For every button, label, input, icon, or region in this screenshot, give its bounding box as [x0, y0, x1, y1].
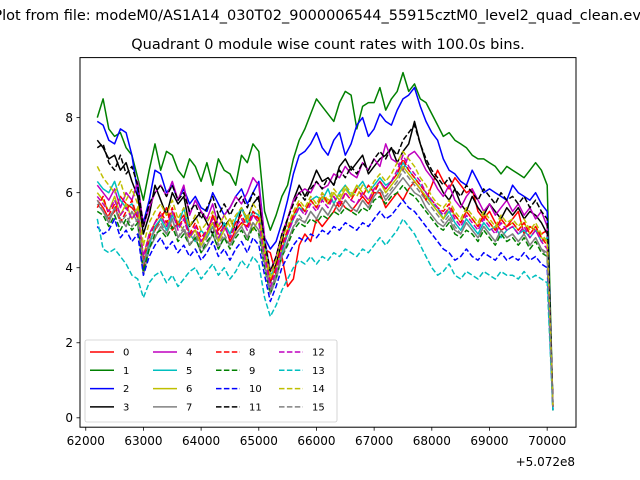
legend-label-13: 13	[312, 366, 325, 377]
y-tick-label: 0	[65, 411, 73, 425]
legend-label-15: 15	[312, 402, 325, 413]
x-tick-label: 66000	[297, 434, 335, 448]
x-tick-label: 68000	[413, 434, 451, 448]
series-line-11	[96, 124, 554, 403]
x-tick-label: 65000	[240, 434, 278, 448]
series-line-15	[96, 169, 554, 407]
legend-label-6: 6	[186, 384, 192, 395]
figure-suptitle: Plot from file: modeM0/AS1A14_030T02_900…	[0, 8, 640, 24]
legend-label-14: 14	[312, 384, 325, 395]
series-line-1	[96, 71, 554, 407]
series-line-12	[96, 154, 554, 407]
y-tick-label: 2	[65, 336, 73, 350]
series-line-3	[96, 120, 554, 403]
legend-label-1: 1	[123, 366, 129, 377]
x-tick-label: 70000	[528, 434, 566, 448]
legend-label-5: 5	[186, 366, 192, 377]
y-axis: 0 2 4 6 8	[65, 111, 80, 425]
x-tick-label: 63000	[124, 434, 162, 448]
y-tick-label: 4	[65, 261, 73, 275]
legend-label-3: 3	[123, 402, 129, 413]
x-tick-label: 62000	[67, 434, 105, 448]
legend-label-2: 2	[123, 384, 129, 395]
series-line-5	[96, 161, 554, 411]
axes-frame	[79, 57, 577, 428]
x-tick-label: 67000	[355, 434, 393, 448]
series-line-9	[96, 184, 554, 411]
legend-label-9: 9	[249, 366, 255, 377]
legend-label-7: 7	[186, 402, 192, 413]
legend-label-0: 0	[123, 348, 129, 359]
chart-title: Quadrant 0 module wise count rates with …	[131, 37, 525, 53]
legend-label-8: 8	[249, 348, 255, 359]
x-tick-label: 64000	[182, 434, 220, 448]
y-tick-label: 6	[65, 186, 73, 200]
series-line-0	[96, 169, 554, 407]
y-tick-label: 8	[65, 111, 73, 125]
x-axis: 62000 63000 64000 65000 66000 67000 68000 69000…	[67, 427, 566, 448]
legend-label-12: 12	[312, 348, 325, 359]
legend-label-4: 4	[186, 348, 192, 359]
x-tick-label: 69000	[470, 434, 508, 448]
series-line-8	[96, 158, 554, 407]
legend-box	[84, 339, 338, 423]
legend-label-10: 10	[249, 384, 262, 395]
plot-lines	[96, 71, 554, 411]
series-line-10	[96, 199, 554, 411]
series-line-13	[96, 218, 554, 411]
legend-label-11: 11	[249, 402, 262, 413]
x-offset-label: +5.072e8	[516, 455, 575, 469]
